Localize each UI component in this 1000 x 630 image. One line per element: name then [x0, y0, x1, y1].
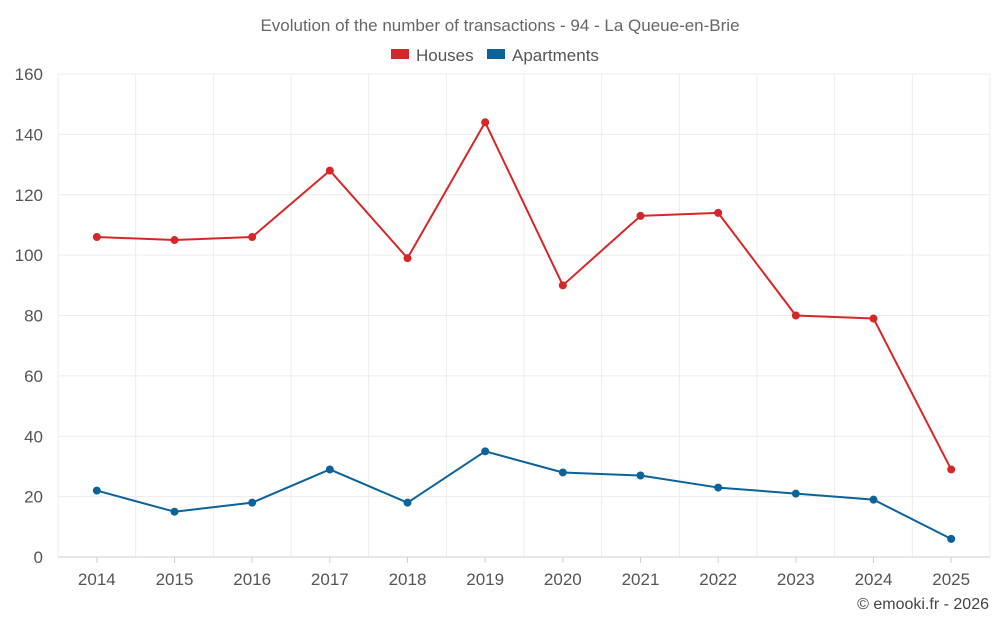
data-point-apartments[interactable] [248, 498, 257, 507]
y-tick-label: 0 [34, 548, 43, 567]
x-tick-label: 2016 [233, 570, 271, 589]
data-point-houses[interactable] [403, 254, 412, 263]
y-tick-label: 160 [15, 65, 43, 84]
data-point-apartments[interactable] [714, 483, 723, 492]
series-line-houses [96, 121, 953, 470]
data-point-houses[interactable] [481, 118, 490, 127]
y-tick-label: 60 [24, 367, 43, 386]
x-tick-label: 2015 [156, 570, 194, 589]
x-tick-label: 2020 [544, 570, 582, 589]
series-apartments [92, 447, 956, 543]
data-point-houses[interactable] [248, 233, 257, 242]
data-point-houses[interactable] [869, 314, 878, 323]
data-point-houses[interactable] [636, 211, 645, 220]
legend-swatch-houses [391, 49, 409, 59]
data-point-apartments[interactable] [92, 486, 101, 495]
y-tick-label: 40 [24, 427, 43, 446]
y-tick-label: 140 [15, 125, 43, 144]
legend-label-houses[interactable]: Houses [416, 46, 474, 65]
data-point-apartments[interactable] [403, 498, 412, 507]
data-point-houses[interactable] [325, 166, 334, 175]
data-point-houses[interactable] [170, 236, 179, 245]
grid-layer [57, 73, 991, 557]
data-point-houses[interactable] [92, 233, 101, 242]
x-tick-label: 2018 [389, 570, 427, 589]
axis-layer: 0 20 40 60 80 100 120 140 160 2014 2015 2016 2017 201… [15, 65, 990, 589]
data-point-houses[interactable] [558, 281, 567, 290]
data-point-apartments[interactable] [481, 447, 490, 456]
x-tick-label: 2025 [932, 570, 970, 589]
series-line-apartments [96, 450, 952, 540]
legend-label-apartments[interactable]: Apartments [512, 46, 599, 65]
y-tick-label: 120 [15, 186, 43, 205]
chart-title: Evolution of the number of transactions … [260, 16, 739, 35]
legend-swatch-apartments [487, 49, 505, 59]
legend: Houses Apartments [391, 46, 599, 65]
y-tick-label: 20 [24, 488, 43, 507]
series-layer [92, 118, 956, 543]
data-point-apartments[interactable] [558, 468, 567, 477]
series-houses [92, 118, 956, 474]
x-tick-label: 2021 [622, 570, 660, 589]
data-point-apartments[interactable] [791, 489, 800, 498]
x-tick-label: 2017 [311, 570, 349, 589]
x-tick-label: 2023 [777, 570, 815, 589]
data-point-houses[interactable] [714, 208, 723, 217]
y-tick-label: 80 [24, 307, 43, 326]
x-tick-label: 2022 [699, 570, 737, 589]
x-tick-label: 2024 [855, 570, 893, 589]
y-tick-label: 100 [15, 246, 43, 265]
data-point-apartments[interactable] [869, 495, 878, 504]
x-tick-label: 2019 [466, 570, 504, 589]
data-point-houses[interactable] [947, 465, 956, 474]
data-point-apartments[interactable] [636, 471, 645, 480]
data-point-houses[interactable] [791, 311, 800, 320]
data-point-apartments[interactable] [325, 465, 334, 474]
data-point-apartments[interactable] [947, 534, 956, 543]
data-point-apartments[interactable] [170, 507, 179, 516]
x-tick-label: 2014 [78, 570, 116, 589]
credit-text: © emooki.fr - 2026 [857, 596, 989, 613]
